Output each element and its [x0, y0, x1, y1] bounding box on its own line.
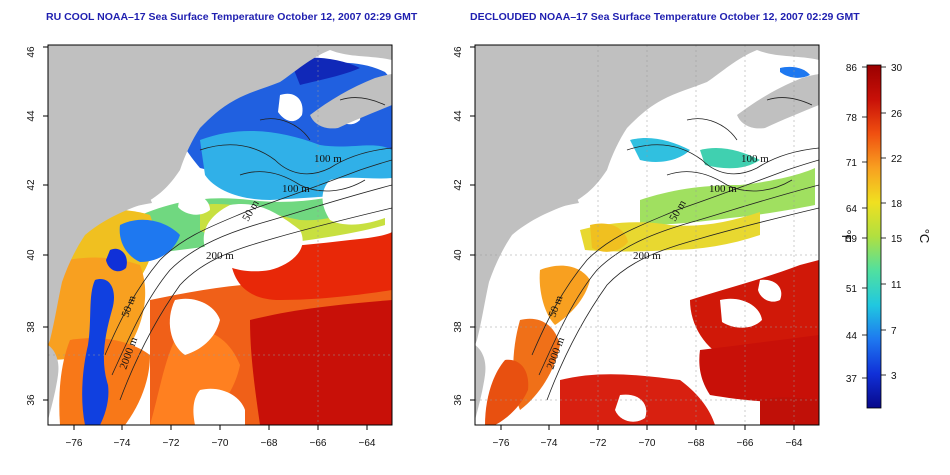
right-contour-label: 100 m [741, 153, 769, 165]
y-tick-label: 36 [26, 394, 37, 406]
left-panel-title: RU COOL NOAA–17 Sea Surface Temperature … [46, 11, 418, 23]
colorbar-gradient [866, 64, 882, 409]
y-tick-label: 40 [453, 249, 464, 261]
left-contour-label: 100 m [314, 153, 342, 165]
x-tick-label: −72 [163, 438, 180, 449]
colorbar-fahrenheit-tick: 44 [846, 331, 858, 342]
temperature-colorbar: 86 78 71 64 59 51 44 37 30 26 22 18 15 1… [839, 63, 932, 409]
left-y-axis [43, 46, 48, 401]
left-delmarva [48, 345, 59, 420]
left-contour-label: 100 m [282, 183, 310, 195]
right-panel-title: DECLOUDED NOAA–17 Sea Surface Temperatur… [470, 11, 860, 23]
colorbar-fahrenheit-tick: 64 [846, 204, 858, 215]
x-tick-label: −72 [590, 438, 607, 449]
colorbar-celsius-tick: 18 [891, 199, 903, 210]
y-tick-label: 38 [26, 321, 37, 333]
right-nova-scotia [737, 74, 819, 129]
right-bathymetry-contours [531, 97, 819, 401]
y-tick-label: 44 [453, 110, 464, 122]
x-tick-label: −70 [212, 438, 229, 449]
y-tick-label: 42 [26, 179, 37, 191]
right-long-island [527, 198, 579, 215]
right-delmarva [475, 345, 486, 420]
x-tick-label: −68 [688, 438, 705, 449]
y-tick-label: 46 [26, 46, 37, 58]
colorbar-ticks [862, 66, 886, 379]
y-tick-label: 36 [453, 394, 464, 406]
x-tick-label: −70 [639, 438, 656, 449]
y-tick-label: 46 [453, 46, 464, 58]
left-land-mass [48, 45, 392, 345]
right-grid-lines [475, 45, 819, 425]
colorbar-fahrenheit-tick: 37 [846, 374, 858, 385]
y-tick-label: 44 [26, 110, 37, 122]
x-tick-label: −64 [786, 438, 803, 449]
colorbar-fahrenheit-tick: 71 [846, 158, 858, 169]
y-tick-label: 40 [26, 249, 37, 261]
right-contour-label: 100 m [709, 183, 737, 195]
colorbar-celsius-tick: 30 [891, 63, 903, 74]
colorbar-celsius-tick: 15 [891, 234, 903, 245]
x-tick-label: −76 [66, 438, 83, 449]
colorbar-celsius-tick: 22 [891, 154, 903, 165]
left-contour-label: 200 m [206, 250, 234, 262]
x-tick-label: −68 [261, 438, 278, 449]
right-y-axis [470, 46, 475, 401]
y-tick-label: 42 [453, 179, 464, 191]
left-nova-scotia [310, 74, 392, 129]
colorbar-fahrenheit-tick: 59 [846, 234, 858, 245]
right-contour-label: 200 m [633, 250, 661, 262]
left-bathymetry-contours [104, 97, 392, 401]
x-tick-label: −66 [310, 438, 327, 449]
colorbar-celsius-tick: 7 [891, 326, 897, 337]
right-map-panel: 100 m 100 m 50 m 200 m 50 m 2000 m −76 −… [453, 44, 820, 449]
colorbar-fahrenheit-label: °F [839, 229, 854, 242]
x-tick-label: −74 [114, 438, 131, 449]
right-x-axis [500, 425, 795, 430]
colorbar-celsius-tick: 26 [891, 109, 903, 120]
y-tick-label: 38 [453, 321, 464, 333]
colorbar-celsius-label: °C [917, 229, 932, 244]
right-sst-field [485, 66, 819, 425]
right-land-mass [475, 45, 819, 345]
left-grid-lines [48, 45, 392, 425]
colorbar-celsius-tick: 11 [891, 280, 902, 291]
left-map-panel: 100 m 100 m 50 m 200 m 50 m 2000 m −76 −… [26, 44, 393, 449]
colorbar-fahrenheit-tick: 86 [846, 63, 858, 74]
left-x-axis [73, 425, 368, 430]
x-tick-label: −64 [359, 438, 376, 449]
left-sst-field [48, 57, 392, 425]
colorbar-fahrenheit-tick: 51 [846, 284, 858, 295]
x-tick-label: −66 [737, 438, 754, 449]
colorbar-fahrenheit-tick: 78 [846, 113, 858, 124]
colorbar-celsius-tick: 3 [891, 371, 897, 382]
x-tick-label: −74 [541, 438, 558, 449]
left-long-island [100, 198, 152, 215]
x-tick-label: −76 [493, 438, 510, 449]
